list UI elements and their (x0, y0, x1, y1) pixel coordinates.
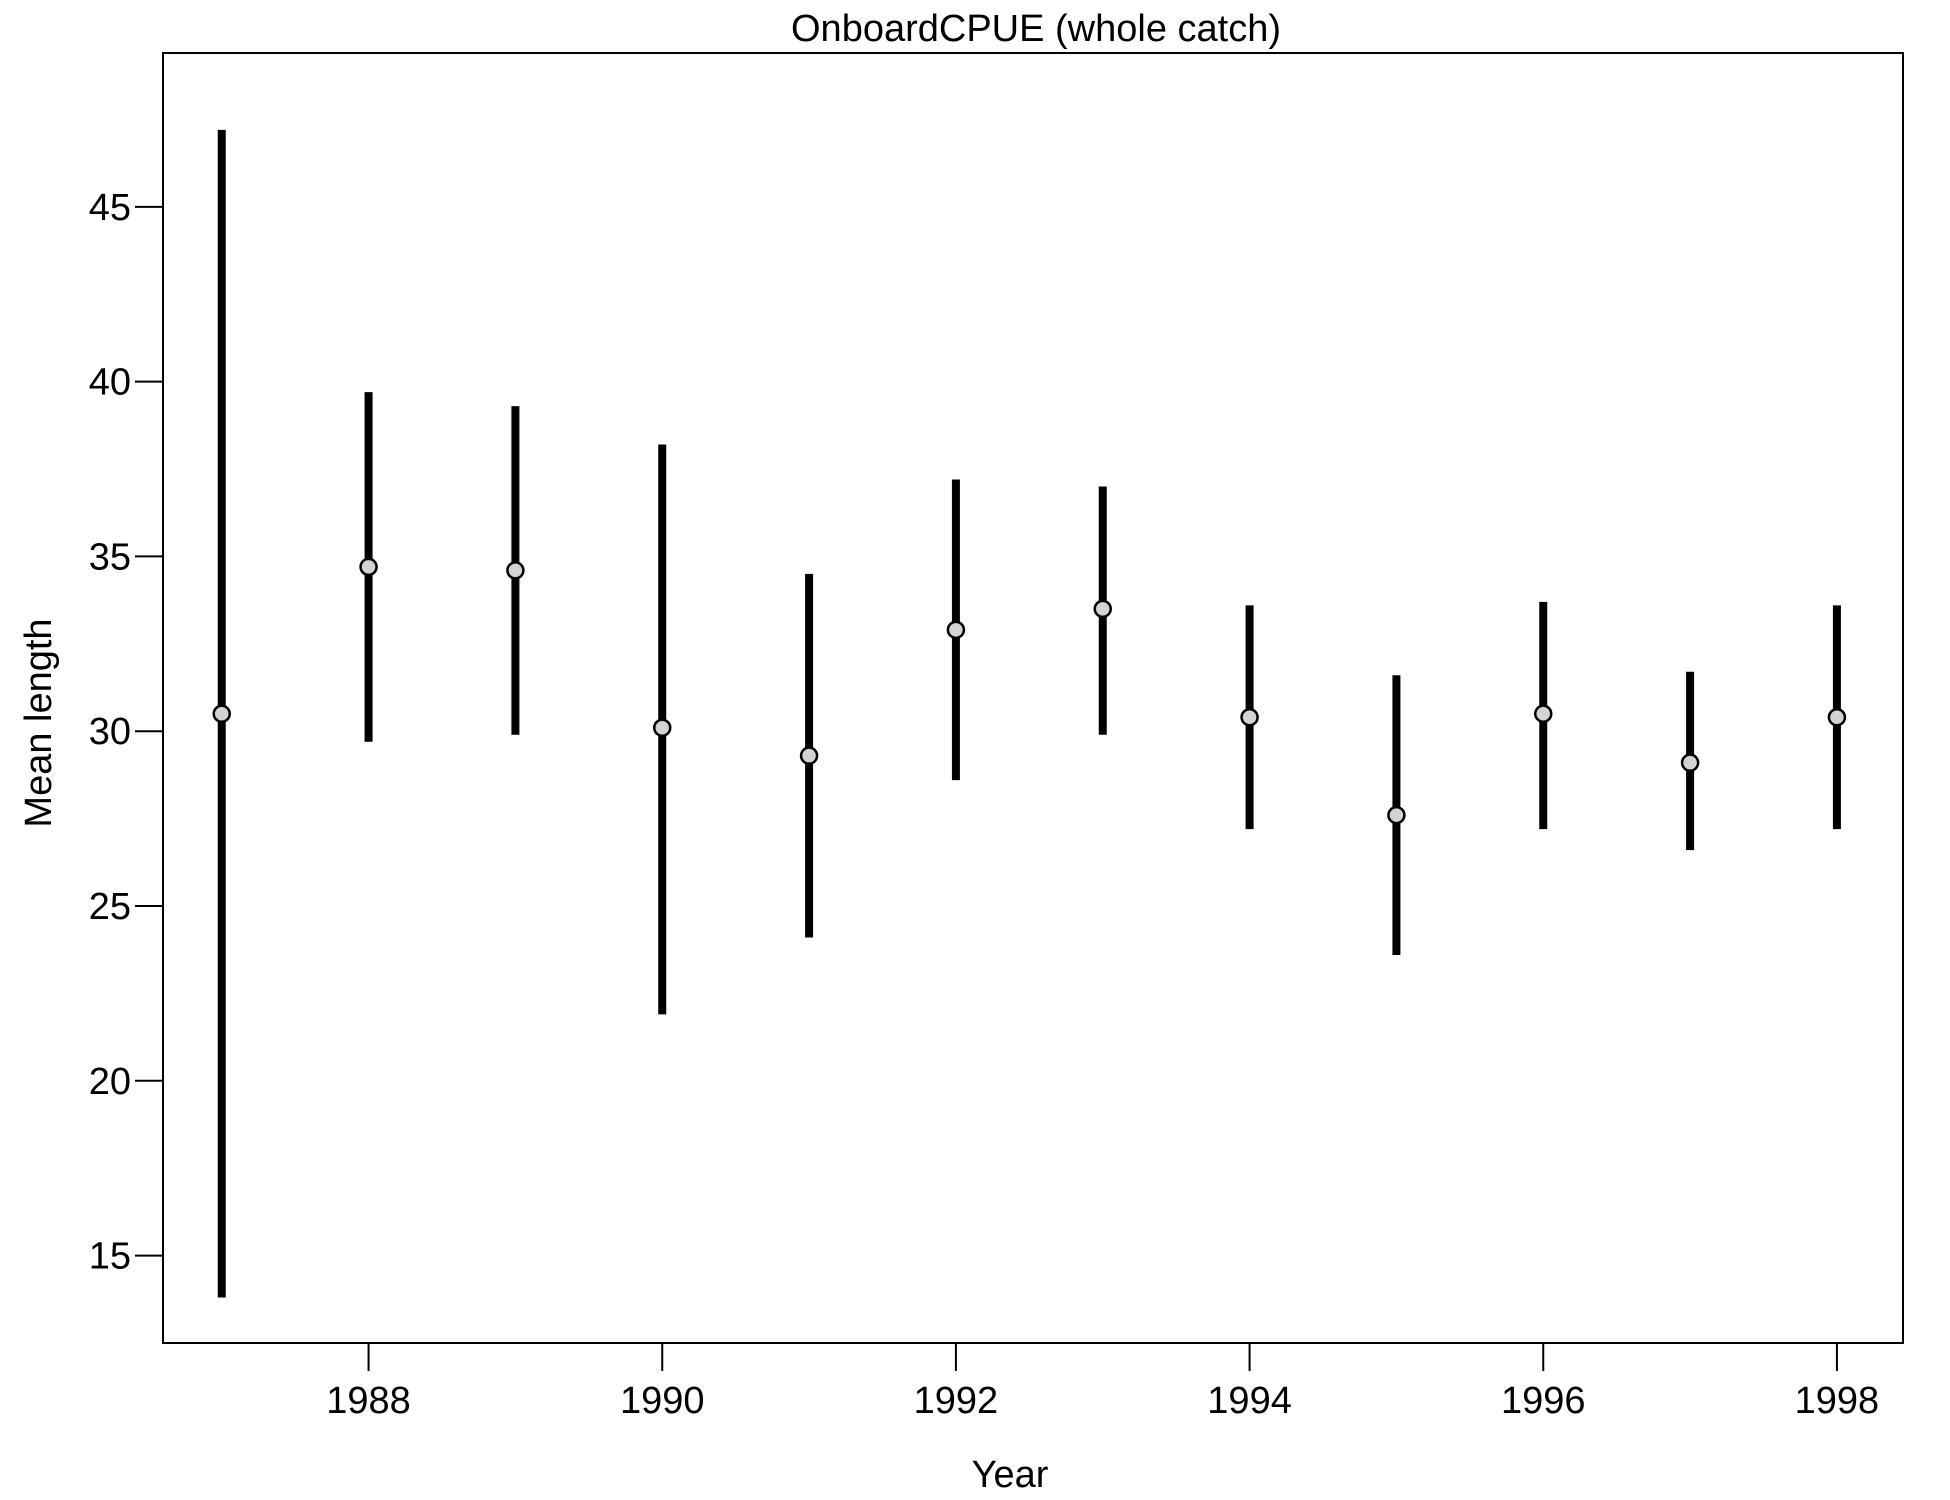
data-point (1827, 707, 1847, 727)
x-tick-label: 1996 (1501, 1380, 1586, 1422)
y-tick-label: 20 (89, 1061, 131, 1103)
x-axis-label: Year (972, 1454, 1049, 1496)
data-point (506, 561, 525, 580)
y-tick-label: 15 (89, 1236, 131, 1278)
data-point (1680, 753, 1700, 772)
data-point (652, 718, 672, 737)
y-tick-label: 25 (89, 886, 131, 928)
plot-frame (162, 52, 1904, 1344)
data-point (212, 704, 231, 723)
y-tick-label: 30 (89, 711, 131, 753)
x-tick-label: 1988 (326, 1380, 411, 1422)
plot-marks (212, 129, 1847, 1298)
x-tick-label: 1998 (1795, 1380, 1880, 1422)
y-axis: 15 20 25 30 35 40 45 (89, 187, 163, 1278)
data-point (1534, 704, 1553, 723)
data-point (1240, 707, 1259, 727)
data-point (1387, 805, 1406, 825)
data-point (946, 620, 966, 640)
x-axis: 1988 1990 1992 1994 1996 1998 (326, 1343, 1879, 1422)
y-tick-label: 35 (89, 536, 131, 578)
data-point (1093, 599, 1112, 619)
y-tick-label: 40 (89, 362, 131, 404)
x-tick-label: 1990 (620, 1380, 705, 1422)
y-tick-label: 45 (89, 187, 131, 229)
y-axis-label: Mean length (18, 618, 60, 827)
x-tick-label: 1992 (914, 1380, 999, 1422)
data-point (359, 557, 378, 577)
chart-title: OnboardCPUE (whole catch) (791, 8, 1281, 50)
x-tick-label: 1994 (1207, 1380, 1292, 1422)
data-point (799, 746, 819, 765)
